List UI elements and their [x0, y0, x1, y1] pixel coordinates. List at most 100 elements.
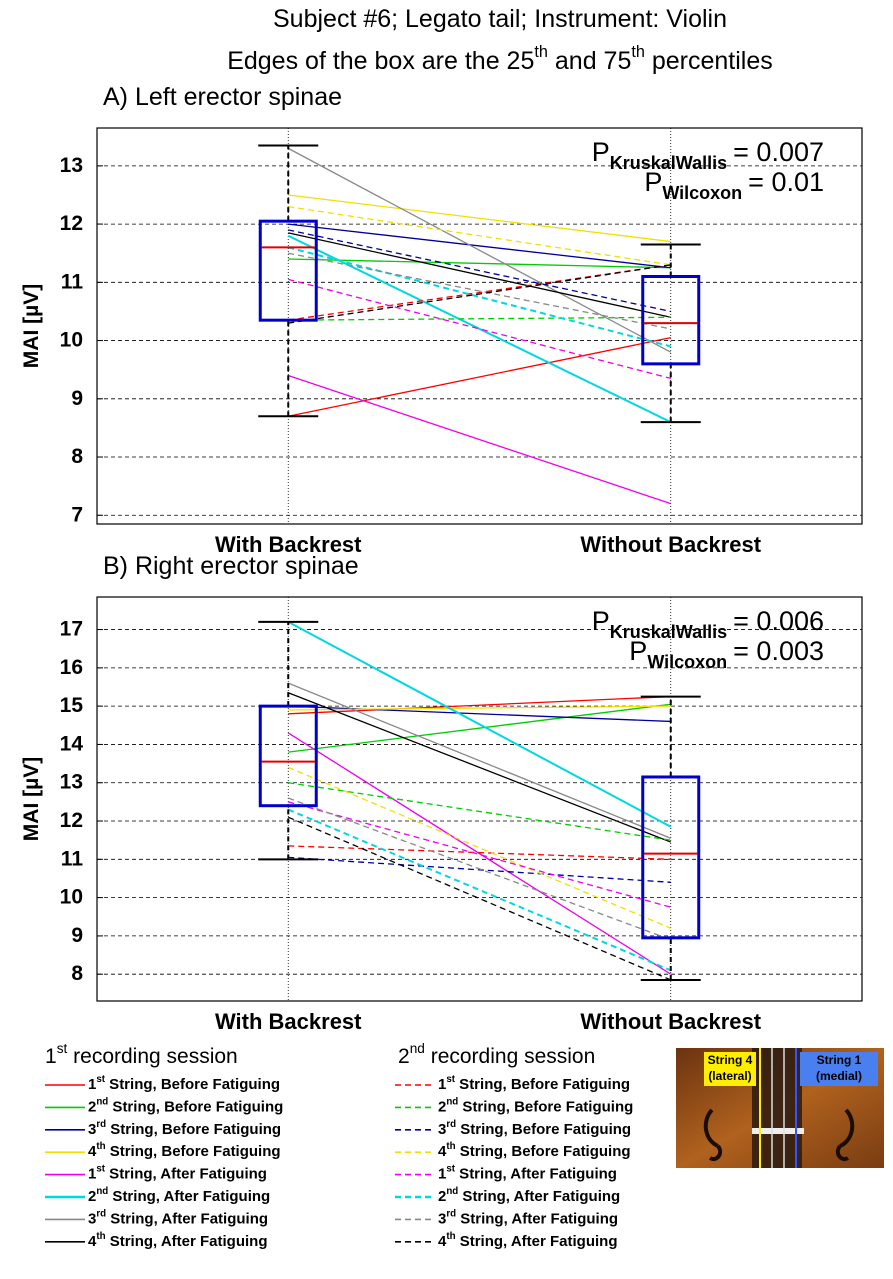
violin-inset: String 4 (lateral) String 1 (medial) [676, 1048, 884, 1168]
p-subscript: Wilcoxon [662, 183, 742, 203]
x-tick-label: Without Backrest [580, 1009, 761, 1034]
plot-frame [96, 596, 863, 1002]
paired-line [288, 801, 671, 908]
paired-line [287, 766, 672, 929]
p-subscript: Wilcoxon [647, 652, 727, 672]
y-tick-label: 14 [60, 732, 84, 755]
paired-line [287, 246, 672, 348]
y-axis-label: MAI [µV] [20, 284, 43, 368]
y-tick-label: 12 [60, 809, 83, 832]
box [641, 775, 701, 940]
y-tick-label: 8 [71, 962, 83, 985]
p-symbol: P [592, 137, 610, 167]
legend-label: 1st String, Before Fatiguing [438, 1074, 630, 1093]
p-symbol: P [644, 167, 662, 197]
legend-label: 2nd String, After Fatiguing [438, 1186, 620, 1205]
legend-label: 1st String, Before Fatiguing [88, 1074, 280, 1093]
p-value-text: = 0.003 [733, 636, 824, 666]
paired-line [287, 808, 672, 972]
plot-frame [96, 127, 863, 525]
paired-line [288, 278, 671, 380]
legend-label: 2nd String, Before Fatiguing [438, 1096, 633, 1115]
legend-title: 2nd recording session [398, 1041, 595, 1067]
paired-line [288, 682, 671, 839]
y-tick-label: 9 [71, 923, 83, 946]
panel-title: B) Right erector spinae [103, 552, 359, 580]
paired-line [288, 845, 671, 860]
paired-line [288, 258, 671, 269]
legend-label: 2nd String, After Fatiguing [88, 1186, 270, 1205]
box [258, 219, 318, 322]
y-tick-label: 11 [61, 270, 84, 293]
y-tick-label: 12 [60, 212, 83, 235]
paired-line [288, 856, 671, 883]
y-tick-label: 11 [61, 847, 84, 870]
panel-title: A) Left erector spinae [103, 83, 342, 111]
p-value-text: = 0.007 [733, 137, 824, 167]
p-value: PWilcoxon = 0.003 [629, 636, 824, 672]
p-value: PKruskalWallis = 0.006 [592, 606, 824, 642]
paired-line [287, 147, 672, 353]
legend-label: 3rd String, After Fatiguing [438, 1208, 618, 1227]
legend-label: 3rd String, Before Fatiguing [438, 1119, 631, 1138]
figure-subtitle: Edges of the box are the 25th and 75th p… [227, 43, 773, 74]
legend-label: 4th String, Before Fatiguing [438, 1141, 631, 1160]
figure-title: Subject #6; Legato tail; Instrument: Vio… [273, 5, 727, 33]
legend-label: 4th String, Before Fatiguing [88, 1141, 281, 1160]
paired-line [288, 205, 671, 266]
label-box [704, 1052, 756, 1086]
y-tick-label: 10 [60, 328, 83, 351]
x-tick-label: With Backrest [215, 1009, 362, 1034]
p-value: PKruskalWallis = 0.007 [592, 137, 824, 173]
paired-line [288, 252, 671, 330]
y-axis-label: MAI [µV] [20, 757, 43, 841]
paired-line [288, 229, 671, 313]
paired-line [288, 337, 671, 417]
paired-line [287, 621, 672, 828]
inset-label: String 1 [817, 1053, 862, 1067]
paired-line [288, 232, 671, 318]
legend-label: 3rd String, After Fatiguing [88, 1208, 268, 1227]
bridge [752, 1128, 804, 1134]
paired-line [288, 782, 671, 841]
f-hole [835, 1108, 855, 1161]
label-box [800, 1052, 878, 1086]
legend-label: 3rd String, Before Fatiguing [88, 1119, 281, 1138]
p-value-text: = 0.01 [748, 167, 824, 197]
legend-label: 4th String, After Fatiguing [438, 1231, 617, 1250]
legend-label: 1st String, After Fatiguing [88, 1164, 267, 1183]
paired-line [288, 316, 671, 321]
paired-line [288, 194, 671, 243]
paired-line [288, 374, 671, 505]
paired-line [288, 703, 671, 753]
p-symbol: P [629, 636, 647, 666]
paired-line [287, 234, 672, 423]
paired-line [288, 692, 671, 843]
y-tick-label: 13 [60, 770, 83, 793]
legend-title: 1st recording session [45, 1041, 238, 1067]
p-subscript: KruskalWallis [610, 622, 727, 642]
x-tick-label: Without Backrest [580, 532, 761, 557]
legend-label: 4th String, After Fatiguing [88, 1231, 267, 1250]
box [258, 704, 318, 808]
p-subscript: KruskalWallis [610, 153, 727, 173]
y-tick-label: 15 [60, 694, 84, 717]
paired-line [288, 695, 671, 715]
y-tick-label: 9 [71, 386, 83, 409]
box [641, 275, 701, 366]
p-value-text: = 0.006 [733, 606, 824, 636]
paired-line [288, 797, 671, 941]
f-hole [703, 1108, 723, 1161]
paired-line [288, 223, 671, 269]
inset-label: (medial) [816, 1069, 862, 1083]
y-tick-label: 7 [71, 503, 83, 526]
legend-label: 2nd String, Before Fatiguing [88, 1096, 283, 1115]
inset-label: String 4 [708, 1053, 753, 1067]
y-tick-label: 16 [60, 655, 83, 678]
p-value: PWilcoxon = 0.01 [644, 167, 824, 203]
inset-label: (lateral) [708, 1069, 751, 1083]
paired-line [288, 264, 671, 324]
y-tick-label: 8 [71, 445, 83, 468]
x-tick-label: With Backrest [215, 532, 362, 557]
